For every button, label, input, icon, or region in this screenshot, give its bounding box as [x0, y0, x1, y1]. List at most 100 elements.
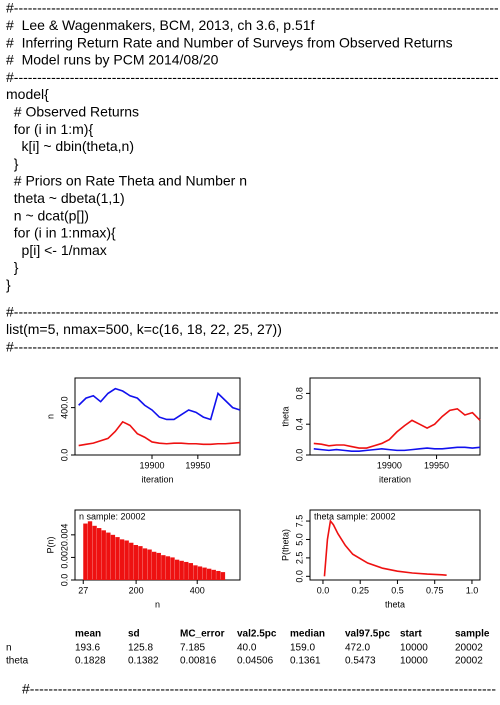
bar	[165, 556, 171, 580]
bar	[101, 530, 106, 580]
bar	[193, 565, 198, 580]
x-tick-label: 200	[129, 585, 144, 595]
bar	[87, 521, 93, 580]
x-tick-label: 0.75	[426, 585, 444, 595]
y-tick-label: 5.0	[294, 533, 304, 546]
table-header: median	[290, 629, 325, 640]
bar	[97, 528, 102, 580]
table-cell: 40.0	[237, 643, 257, 654]
series-line	[78, 387, 241, 421]
y-axis-label: n	[45, 414, 55, 419]
plot: 0.0 0.25 0.5 0.75 1.0 0.0 2.5 5.0 7.5 P(theta) the…	[280, 509, 481, 609]
table-cell: 0.00816	[180, 656, 217, 667]
series-line	[323, 519, 447, 577]
table-header: val2.5pc	[237, 629, 277, 640]
y-tick-label: 0.0	[294, 449, 304, 462]
bar	[147, 549, 152, 580]
code-line: }	[6, 155, 19, 171]
code-line: # Observed Returns	[6, 104, 139, 120]
y-tick-label: 0.004	[59, 524, 69, 547]
x-tick-label: 0.0	[317, 585, 330, 595]
table-cell: 0.1361	[290, 656, 321, 667]
code-line: # Inferring Return Rate and Number of Su…	[6, 34, 453, 50]
code-line: #---------------------------------------…	[6, 339, 500, 355]
code-line: }	[6, 277, 11, 293]
x-tick-label: 19900	[139, 460, 164, 470]
y-tick-label: 0.0	[59, 574, 69, 587]
code-line: p[i] <- 1/nmax	[6, 242, 107, 258]
bar	[106, 532, 111, 580]
plot: 19900 19950 0.0 400.0 n iteration	[45, 377, 241, 484]
code-line: theta ~ dbeta(1,1)	[6, 190, 125, 206]
series-line	[78, 420, 241, 447]
bar	[170, 557, 175, 580]
code-line: list(m=5, nmax=500, k=c(16, 18, 22, 25, …	[6, 321, 282, 337]
x-axis-label: n	[155, 599, 160, 609]
bar	[188, 563, 194, 580]
table-header: start	[400, 629, 422, 640]
table-cell: 193.6	[75, 643, 100, 654]
table-cell: n	[6, 643, 12, 654]
code-line: #---------------------------------------…	[6, 69, 500, 85]
y-tick-label: 7.5	[294, 515, 304, 528]
bar	[92, 525, 97, 580]
bar	[133, 545, 139, 580]
plot-frame	[309, 509, 481, 581]
y-tick-label: 0.002	[59, 546, 69, 569]
table-cell: theta	[6, 656, 29, 667]
footer-line: #---------------------------------------…	[22, 681, 496, 697]
table-cell: 10000	[400, 656, 428, 667]
code-line: # Lee & Wagenmakers, BCM, 2013, ch 3.6, …	[6, 17, 315, 33]
bar	[220, 572, 226, 580]
bar	[202, 567, 207, 580]
bar	[156, 552, 161, 580]
code-line: # Priors on Rate Theta and Number n	[6, 173, 247, 189]
plot: 19900 19950 0.0 0.4 0.8 theta iteration	[280, 377, 481, 484]
x-tick-label: 27	[78, 585, 88, 595]
table-cell: 0.5473	[345, 656, 376, 667]
table-header: MC_error	[180, 629, 225, 640]
bar	[124, 540, 129, 580]
bar	[138, 546, 143, 580]
series-line	[313, 446, 481, 452]
y-tick-label: 400.0	[59, 396, 69, 419]
code-line: model{	[6, 86, 49, 102]
plot-title: theta sample: 20002	[314, 511, 396, 521]
table-cell: 20002	[455, 656, 483, 667]
table-cell: 20002	[455, 643, 483, 654]
table-cell: 0.1382	[128, 656, 159, 667]
x-tick-label: 0.25	[351, 585, 369, 595]
y-tick-label: 0.0	[59, 449, 69, 462]
code-line: #---------------------------------------…	[6, 0, 500, 16]
table-cell: 7.185	[180, 643, 205, 654]
bar	[161, 555, 166, 580]
plot-frame	[309, 377, 481, 456]
bar	[115, 537, 120, 580]
bar	[174, 559, 180, 580]
x-tick-label: 1.0	[466, 585, 479, 595]
bar	[207, 568, 212, 580]
table-cell: 0.1828	[75, 656, 106, 667]
bar	[83, 523, 88, 580]
y-tick-label: 0.4	[294, 418, 304, 431]
series-line	[313, 407, 481, 449]
y-axis-label: P(n)	[45, 536, 55, 553]
y-tick-label: 0.8	[294, 387, 304, 400]
plot-title: n sample: 20002	[79, 511, 146, 521]
x-tick-label: 19950	[424, 460, 449, 470]
code-line: # Model runs by PCM 2014/08/20	[6, 52, 219, 68]
y-axis-label: theta	[280, 406, 290, 426]
table-cell: 472.0	[345, 643, 370, 654]
x-tick-label: 0.5	[391, 585, 404, 595]
bar	[211, 569, 216, 580]
code-line: n ~ dcat(p[])	[6, 207, 89, 223]
bar	[110, 534, 116, 580]
code-line: for (i in 1:nmax){	[6, 225, 116, 241]
x-axis-label: iteration	[379, 474, 411, 484]
bar	[152, 551, 157, 580]
code-line: for (i in 1:m){	[6, 121, 93, 137]
x-axis-label: theta	[385, 599, 405, 609]
bar	[216, 570, 221, 580]
